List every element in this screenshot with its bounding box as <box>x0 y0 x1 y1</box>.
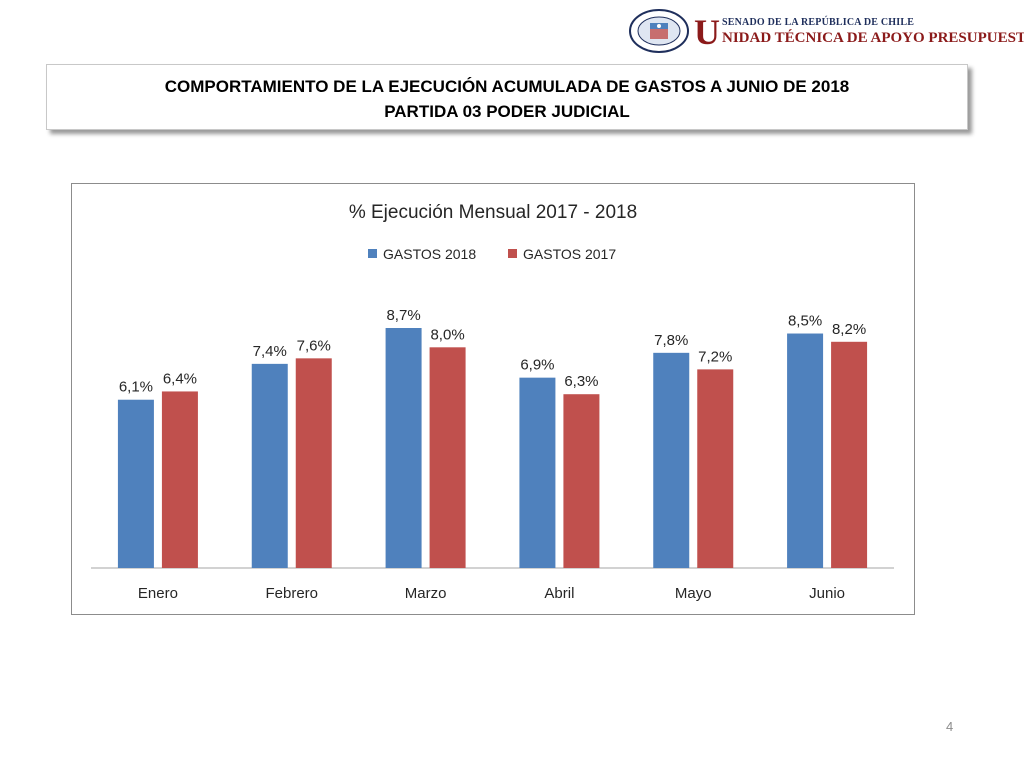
bar-2017-febrero <box>295 358 332 568</box>
org-name-line2: NIDAD TÉCNICA DE APOYO PRESUPUESTARIO <box>722 30 1024 46</box>
data-label-2017-marzo: 8,0% <box>430 326 464 343</box>
category-label-junio: Junio <box>809 585 845 602</box>
bar-2018-enero <box>117 399 154 568</box>
category-label-enero: Enero <box>138 585 178 602</box>
bar-2017-abril <box>563 394 600 568</box>
data-label-2018-abril: 6,9% <box>520 357 554 374</box>
bar-2017-enero <box>161 391 198 568</box>
org-name-line1: SENADO DE LA REPÚBLICA DE CHILE <box>722 17 915 28</box>
legend-swatch-2 <box>508 249 517 258</box>
data-label-2017-enero: 6,4% <box>163 370 197 387</box>
legend-swatch-1 <box>368 249 377 258</box>
page-number: 4 <box>946 719 954 734</box>
slide-title-box: COMPORTAMIENTO DE LA EJECUCIÓN ACUMULADA… <box>46 64 968 130</box>
category-label-marzo: Marzo <box>405 585 447 602</box>
category-label-febrero: Febrero <box>265 585 318 602</box>
bar-2018-abril <box>519 377 556 568</box>
bar-2017-junio <box>831 341 868 568</box>
data-label-2018-febrero: 7,4% <box>253 343 287 360</box>
org-letter: U <box>694 12 720 52</box>
bar-2017-marzo <box>429 347 466 568</box>
chart-title: % Ejecución Mensual 2017 - 2018 <box>349 202 637 223</box>
data-label-2018-marzo: 8,7% <box>386 307 420 324</box>
legend-label-1: GASTOS 2018 <box>383 246 476 262</box>
slide-title-line2: PARTIDA 03 PODER JUDICIAL <box>384 102 630 121</box>
bar-2018-febrero <box>251 363 288 568</box>
data-label-2017-febrero: 7,6% <box>297 337 331 354</box>
data-label-2018-junio: 8,5% <box>788 313 822 330</box>
senate-logo: U SENADO DE LA REPÚBLICA DE CHILE NIDAD … <box>628 8 1024 58</box>
senate-seal-icon <box>629 9 689 53</box>
legend-label-2: GASTOS 2017 <box>523 246 616 262</box>
bar-2018-junio <box>787 333 824 568</box>
slide-title-line1: COMPORTAMIENTO DE LA EJECUCIÓN ACUMULADA… <box>164 77 850 96</box>
bar-2017-mayo <box>697 369 734 568</box>
data-label-2017-mayo: 7,2% <box>698 348 732 365</box>
bar-chart: % Ejecución Mensual 2017 - 2018 GASTOS 20… <box>71 183 915 615</box>
chart-canvas: % Ejecución Mensual 2017 - 2018 GASTOS 20… <box>91 202 894 602</box>
data-label-2018-mayo: 7,8% <box>654 332 688 349</box>
data-label-2017-abril: 6,3% <box>564 373 598 390</box>
category-label-mayo: Mayo <box>675 585 712 602</box>
data-label-2018-enero: 6,1% <box>119 379 153 396</box>
data-label-2017-junio: 8,2% <box>832 321 866 338</box>
bar-2018-marzo <box>385 328 422 568</box>
bar-2018-mayo <box>653 352 690 568</box>
category-label-abril: Abril <box>544 585 574 602</box>
